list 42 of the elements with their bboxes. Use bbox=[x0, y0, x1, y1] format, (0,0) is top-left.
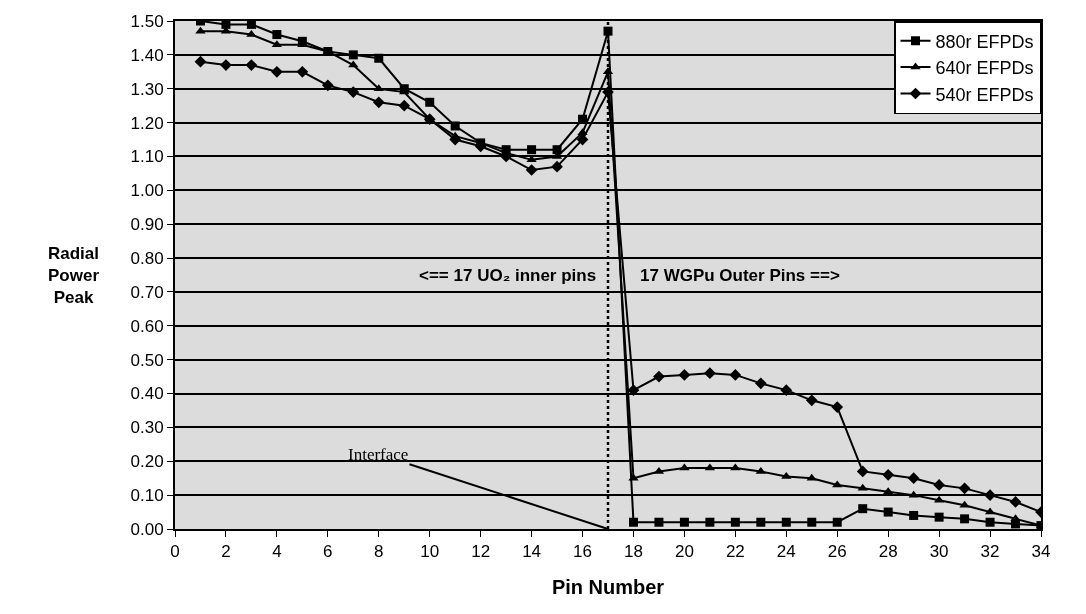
y-axis-title: Radial Power Peak bbox=[48, 244, 100, 308]
legend-label: 880r EFPDs bbox=[935, 31, 1034, 52]
annotation: <== 17 UO₂ inner pins bbox=[419, 266, 597, 285]
x-tick-label: 10 bbox=[420, 542, 440, 562]
y-tick-label: 0.70 bbox=[130, 282, 164, 302]
y-tick-label: 0.00 bbox=[130, 519, 164, 539]
y-tick-label: 0.40 bbox=[130, 384, 164, 404]
x-tick-label: 24 bbox=[776, 542, 796, 562]
y-tick-label: 1.40 bbox=[130, 45, 164, 65]
y-tick-label: 0.80 bbox=[130, 249, 164, 269]
x-tick-label: 4 bbox=[272, 542, 282, 562]
y-tick-label: 0.30 bbox=[130, 418, 164, 438]
x-tick-label: 8 bbox=[374, 542, 384, 562]
x-tick-label: 0 bbox=[170, 542, 180, 562]
x-tick-label: 12 bbox=[471, 542, 491, 562]
legend-label: 540r EFPDs bbox=[935, 84, 1034, 105]
y-tick-label: 0.50 bbox=[130, 350, 164, 370]
x-tick-label: 2 bbox=[221, 542, 231, 562]
x-tick-label: 22 bbox=[725, 542, 745, 562]
x-tick-label: 32 bbox=[980, 542, 1000, 562]
y-tick-label: 1.00 bbox=[130, 181, 164, 201]
legend-label: 640r EFPDs bbox=[935, 58, 1034, 79]
x-tick-label: 28 bbox=[878, 542, 898, 562]
x-axis-title: Pin Number bbox=[551, 576, 665, 599]
annotation: 17 WGPu Outer Pins ==> bbox=[640, 266, 840, 285]
annotation: Interface bbox=[348, 445, 409, 464]
x-tick-label: 20 bbox=[674, 542, 694, 562]
x-tick-label: 6 bbox=[323, 542, 333, 562]
x-tick-label: 30 bbox=[929, 542, 949, 562]
y-tick-label: 0.90 bbox=[130, 215, 164, 235]
x-tick-label: 14 bbox=[522, 542, 542, 562]
x-tick-label: 16 bbox=[573, 542, 592, 562]
x-tick-label: 34 bbox=[1031, 542, 1051, 562]
y-tick-label: 1.20 bbox=[130, 113, 164, 133]
y-tick-label: 1.50 bbox=[130, 11, 164, 31]
x-tick-label: 18 bbox=[624, 542, 643, 562]
y-tick-label: 0.10 bbox=[130, 486, 164, 506]
x-tick-label: 26 bbox=[827, 542, 847, 562]
y-tick-label: 1.10 bbox=[130, 147, 164, 167]
y-tick-label: 0.20 bbox=[130, 452, 164, 472]
y-tick-label: 1.30 bbox=[130, 79, 164, 99]
y-tick-label: 0.60 bbox=[130, 316, 164, 336]
